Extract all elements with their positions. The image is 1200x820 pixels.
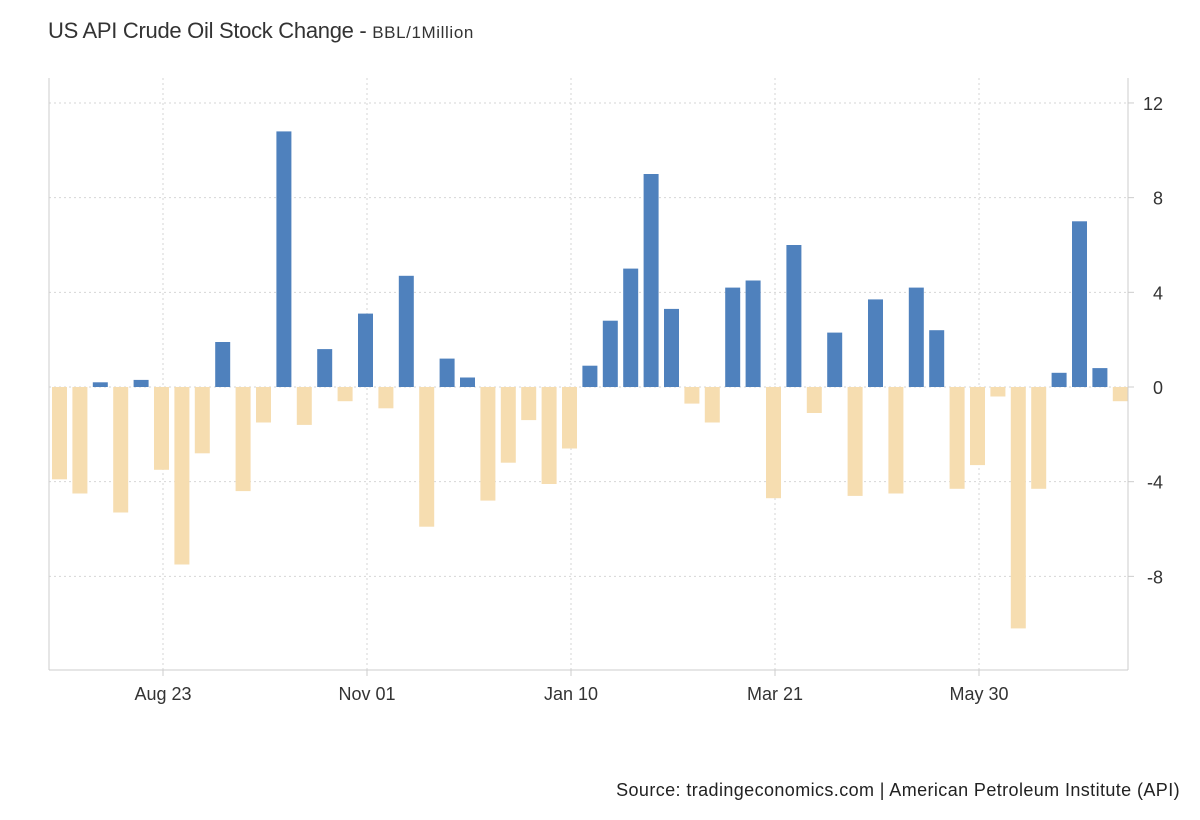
bar xyxy=(92,382,108,387)
bar xyxy=(827,332,843,387)
bar xyxy=(725,287,741,387)
bar xyxy=(541,387,557,484)
bar xyxy=(398,275,414,387)
source-attribution: Source: tradingeconomics.com | American … xyxy=(616,780,1180,800)
bar xyxy=(317,349,333,387)
bar xyxy=(704,387,720,423)
bar xyxy=(766,387,781,499)
bar xyxy=(337,387,353,402)
bars-layer xyxy=(52,131,1128,629)
y-tick-label: -8 xyxy=(1147,567,1163,587)
chart-unit: BBL/1Million xyxy=(372,23,474,42)
bar xyxy=(439,358,455,387)
bar xyxy=(419,387,435,527)
bar xyxy=(378,387,394,409)
chart-title-text: US API Crude Oil Stock Change xyxy=(48,18,354,43)
bar xyxy=(52,387,67,480)
chart-title: US API Crude Oil Stock Change - BBL/1Mil… xyxy=(48,18,474,43)
bar xyxy=(602,320,618,387)
plot-frame xyxy=(48,78,1134,676)
bar xyxy=(1031,387,1047,489)
y-tick-label: 8 xyxy=(1153,189,1163,209)
bar xyxy=(684,387,700,404)
bar xyxy=(1072,221,1087,387)
x-tick-label: Aug 23 xyxy=(134,684,191,704)
bar xyxy=(500,387,516,463)
bar xyxy=(786,245,802,387)
x-tick-label: Jan 10 xyxy=(544,684,598,704)
bar xyxy=(582,365,598,387)
bar xyxy=(235,387,251,492)
bar xyxy=(256,387,271,423)
bar xyxy=(154,387,169,470)
bar xyxy=(1092,368,1108,387)
y-tick-label: -4 xyxy=(1147,473,1163,493)
bar xyxy=(215,342,231,387)
bar xyxy=(623,268,639,387)
bar xyxy=(174,387,190,565)
bar xyxy=(929,330,945,387)
y-axis-ticks: 12 8 4 0 -4 -8 xyxy=(1143,94,1163,587)
bar xyxy=(276,131,292,387)
bar xyxy=(745,280,761,387)
bar xyxy=(133,379,149,387)
bar xyxy=(868,299,883,387)
bar xyxy=(970,387,985,466)
x-tick-label: Nov 01 xyxy=(338,684,395,704)
x-tick-label: May 30 xyxy=(949,684,1008,704)
bar xyxy=(806,387,822,413)
bar xyxy=(664,308,679,387)
bar xyxy=(643,174,659,387)
bar xyxy=(72,387,88,494)
bar xyxy=(296,387,312,425)
bar xyxy=(847,387,863,496)
bar xyxy=(990,387,1006,397)
bar xyxy=(908,287,924,387)
x-axis-ticks: Aug 23 Nov 01 Jan 10 Mar 21 May 30 xyxy=(134,684,1008,704)
bar xyxy=(949,387,965,489)
bar xyxy=(460,377,475,387)
bar xyxy=(194,387,210,454)
x-tick-label: Mar 21 xyxy=(747,684,803,704)
bar xyxy=(1051,372,1067,387)
bar xyxy=(562,387,577,449)
y-tick-label: 0 xyxy=(1153,378,1163,398)
bar xyxy=(888,387,904,494)
y-tick-label: 4 xyxy=(1153,283,1163,303)
bar xyxy=(113,387,129,513)
bar xyxy=(1010,387,1026,629)
bar xyxy=(1112,387,1128,402)
bar xyxy=(358,313,373,387)
y-tick-label: 12 xyxy=(1143,94,1163,114)
bar xyxy=(521,387,537,421)
bar xyxy=(480,387,496,501)
